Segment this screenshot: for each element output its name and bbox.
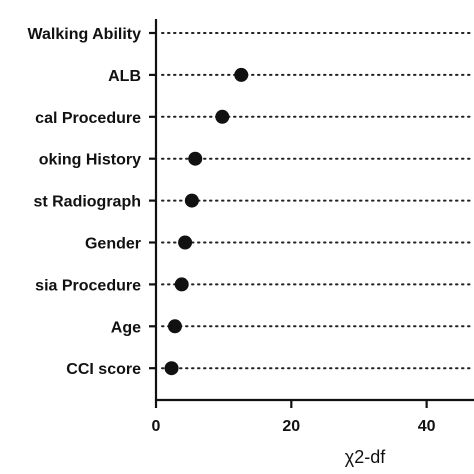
x-tick-label-1: 20 [282,418,300,435]
category-label-6: sia Procedure [35,277,141,294]
category-label-5: Gender [85,236,141,253]
category-label-0: Walking Ability [28,26,142,43]
category-rows: Walking Ability ALB cal Procedure oking His… [28,26,473,378]
category-label-1: ALB [108,68,141,85]
x-tick-label-0: 0 [152,418,161,435]
data-point-2 [215,109,230,124]
data-point-5 [178,235,193,250]
data-point-1 [234,67,249,82]
x-axis-label: χ2-df [345,447,386,467]
category-label-4: st Radiograph [33,194,141,211]
data-point-8 [164,361,179,376]
data-point-6 [174,277,189,292]
category-label-8: CCI score [66,361,141,378]
data-point-7 [167,319,182,334]
axes [154,19,474,402]
data-point-3 [188,151,203,166]
category-label-2: cal Procedure [35,110,141,127]
category-label-3: oking History [39,152,141,169]
data-point-4 [184,193,199,208]
x-ticks: 0 20 40 [152,400,436,435]
x-tick-label-2: 40 [418,418,436,435]
category-label-7: Age [111,319,141,336]
